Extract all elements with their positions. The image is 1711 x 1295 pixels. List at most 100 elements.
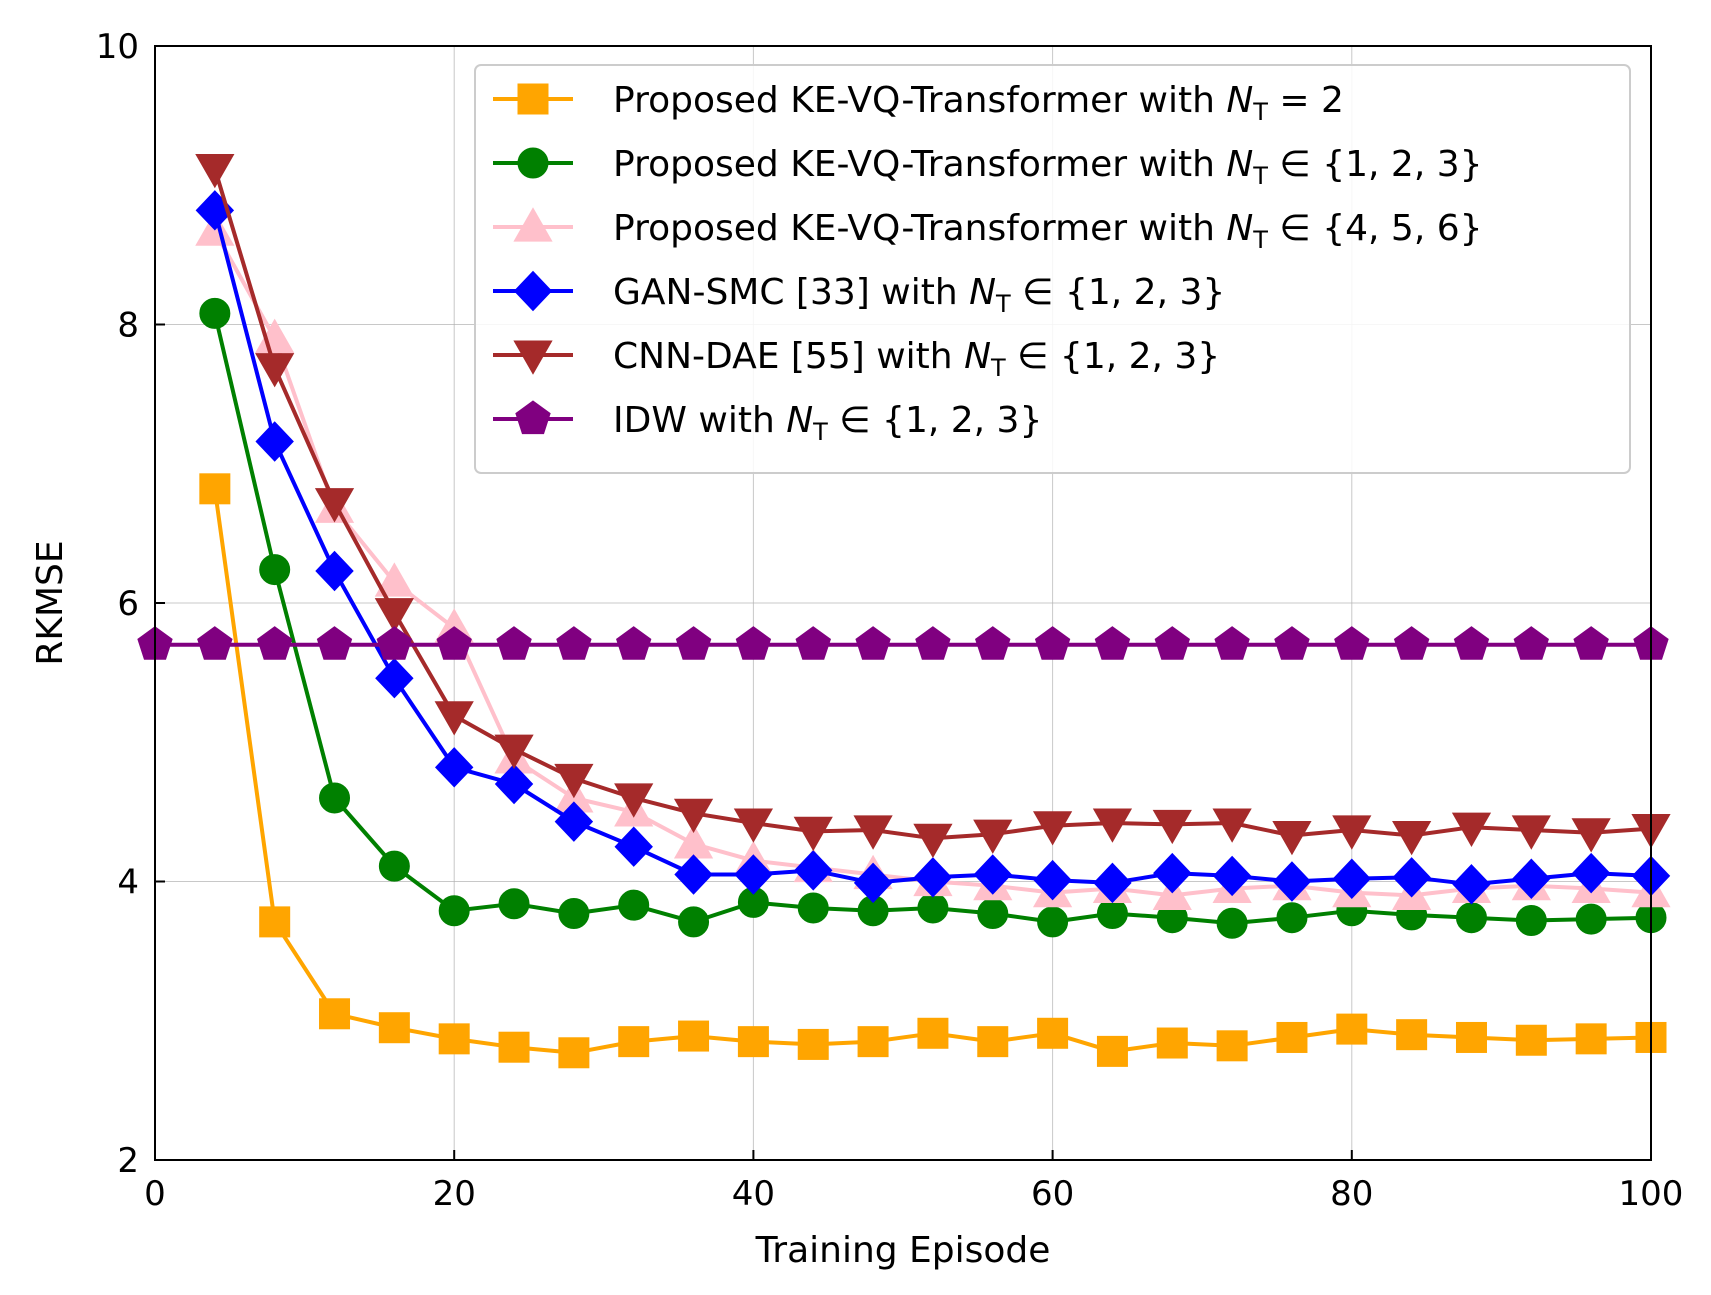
data-point: [556, 626, 592, 660]
data-point: [797, 1028, 829, 1060]
data-point: [857, 1026, 889, 1058]
legend-label-text: IDW with: [613, 400, 786, 441]
x-axis-label: Training Episode: [755, 1230, 1051, 1271]
data-point: [1573, 626, 1609, 660]
data-point: [554, 801, 594, 842]
y-axis-label: RKMSE: [30, 540, 71, 665]
data-point: [618, 1026, 650, 1058]
legend-label-var: N: [1226, 144, 1253, 185]
legend-label-suffix: = 2: [1268, 80, 1344, 121]
data-point: [795, 626, 831, 660]
x-tick-label: 80: [1330, 1174, 1373, 1214]
data-point: [438, 1023, 470, 1055]
legend-label: Proposed KE-VQ-Transformer with NT ∈ {4,…: [613, 208, 1483, 254]
data-point: [1336, 1013, 1368, 1045]
data-point: [1033, 859, 1072, 901]
data-point: [734, 854, 773, 895]
data-point: [1455, 1021, 1487, 1053]
data-point: [678, 1020, 710, 1052]
data-point: [255, 353, 295, 388]
data-point: [1276, 902, 1308, 934]
data-point: [1034, 626, 1071, 660]
data-point: [1575, 903, 1607, 935]
legend-label: CNN-DAE [55] with NT ∈ {1, 2, 3}: [613, 336, 1220, 382]
data-point: [1214, 626, 1250, 660]
data-point: [1392, 820, 1432, 856]
data-point: [257, 626, 293, 660]
data-point: [1274, 626, 1310, 660]
data-point: [618, 889, 650, 921]
data-point: [1575, 1023, 1607, 1055]
legend-box: [474, 64, 1631, 474]
data-point: [675, 626, 712, 660]
data-point: [1212, 855, 1252, 897]
data-point: [498, 888, 530, 920]
legend-label-text: Proposed KE-VQ-Transformer with: [613, 144, 1226, 185]
legend-label-sub: T: [1252, 226, 1268, 254]
legend-label-var: N: [969, 272, 996, 313]
data-point: [794, 850, 833, 891]
data-point: [1152, 809, 1192, 845]
y-tick-label: 6: [117, 584, 139, 624]
legend-item-1: Proposed KE-VQ-Transformer with NT ∈ {1,…: [493, 144, 1483, 190]
legend-label: Proposed KE-VQ-Transformer with NT = 2: [613, 80, 1344, 126]
legend-swatch-marker: [513, 270, 553, 312]
legend-label-var: N: [786, 400, 813, 441]
data-point: [733, 808, 774, 843]
legend-swatch-marker: [517, 83, 549, 115]
legend-label-text: CNN-DAE [55] with: [613, 336, 964, 377]
legend-label-text: Proposed KE-VQ-Transformer with: [613, 80, 1226, 121]
axis-ticks: 0 20 40 60 80 100 2 4 6 8 10: [96, 27, 1684, 1214]
data-point: [855, 626, 891, 660]
data-point: [917, 1017, 949, 1049]
data-point: [374, 598, 414, 633]
legend-swatch-marker: [513, 340, 553, 375]
data-point: [973, 819, 1013, 854]
data-point: [793, 816, 833, 852]
legend-label: IDW with NT ∈ {1, 2, 3}: [613, 400, 1042, 446]
data-point: [195, 153, 235, 189]
legend-label-var: N: [1226, 208, 1253, 249]
data-point: [973, 854, 1012, 895]
data-point: [1392, 857, 1431, 898]
data-point: [1515, 904, 1547, 936]
data-point: [614, 783, 654, 818]
data-point: [1216, 907, 1248, 939]
data-point: [1037, 906, 1069, 938]
data-point: [494, 763, 534, 805]
data-point: [1571, 852, 1611, 894]
data-point: [853, 815, 893, 850]
data-point: [1092, 808, 1133, 843]
data-point: [1393, 626, 1430, 660]
data-point: [438, 895, 470, 927]
legend-label-suffix: ∈ {1, 2, 3}: [1268, 144, 1483, 185]
data-point: [494, 734, 534, 769]
series-5: [137, 626, 1669, 660]
x-tick-label: 100: [1619, 1174, 1684, 1214]
data-point: [255, 421, 294, 462]
data-point: [375, 657, 414, 699]
series-4: [195, 153, 1671, 859]
data-point: [735, 626, 772, 660]
legend-item-2: Proposed KE-VQ-Transformer with NT ∈ {4,…: [493, 207, 1483, 254]
data-point: [1153, 852, 1192, 894]
data-point: [975, 626, 1011, 660]
legend-item-5: IDW with NT ∈ {1, 2, 3}: [493, 400, 1042, 446]
legend: Proposed KE-VQ-Transformer with NT = 2Pr…: [474, 64, 1631, 474]
x-tick-label: 60: [1031, 1174, 1074, 1214]
legend-item-3: GAN-SMC [33] with NT ∈ {1, 2, 3}: [493, 270, 1225, 318]
data-point: [1511, 815, 1551, 850]
data-point: [1093, 862, 1132, 904]
legend-label-sub: T: [990, 354, 1006, 382]
data-point: [1334, 626, 1370, 660]
data-point: [1272, 820, 1312, 856]
legend-label-sub: T: [1252, 98, 1268, 126]
y-tick-label: 8: [117, 306, 139, 346]
data-point: [259, 906, 291, 938]
data-point: [378, 850, 410, 882]
data-point: [977, 898, 1009, 930]
data-point: [1512, 858, 1551, 899]
legend-label-sub: T: [1252, 162, 1268, 190]
data-point: [737, 1026, 769, 1058]
data-point: [1094, 626, 1131, 660]
